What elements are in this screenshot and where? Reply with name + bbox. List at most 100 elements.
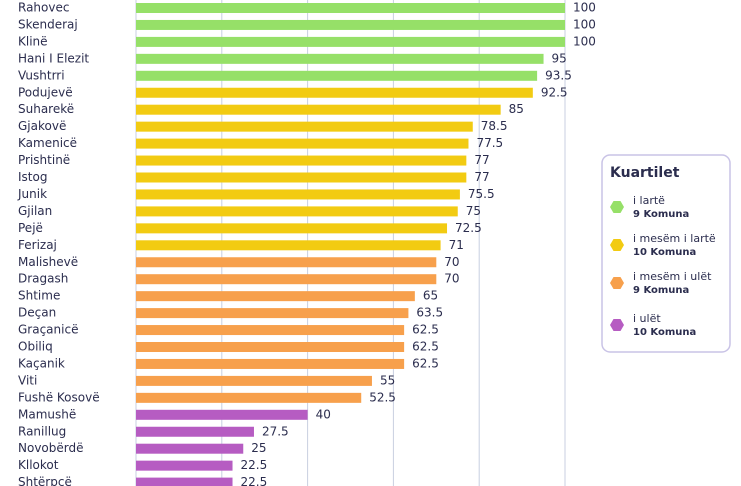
y-tick-label: Kamenicë (18, 136, 77, 150)
value-label: 62.5 (412, 356, 439, 370)
y-tick-label: Deçan (18, 306, 56, 320)
legend-sublabel: 9 Komuna (633, 285, 689, 296)
y-tick-label: Obiliq (18, 340, 53, 354)
value-label: 71 (449, 238, 464, 252)
value-label: 55 (380, 373, 395, 387)
value-label: 70 (444, 255, 459, 269)
y-tick-label: Rahovec (18, 1, 69, 15)
y-tick-label: Dragash (18, 272, 68, 286)
y-tick-label: Junik (17, 187, 47, 201)
y-tick-label: Vushtrri (18, 68, 65, 82)
bar (136, 477, 233, 486)
bar (136, 409, 308, 420)
y-tick-label: Mamushë (18, 407, 76, 421)
legend-label: i ulët (633, 312, 661, 325)
bar (136, 189, 460, 200)
bar (136, 460, 233, 471)
value-label: 85 (509, 102, 524, 116)
bar (136, 121, 473, 132)
bar (136, 291, 415, 302)
value-label: 52.5 (369, 390, 396, 404)
value-label: 95 (552, 51, 567, 65)
bar (136, 308, 409, 319)
y-tick-label: Prishtinë (18, 153, 70, 167)
value-label: 22.5 (241, 475, 268, 486)
value-label: 93.5 (545, 68, 572, 82)
legend-swatch (610, 276, 624, 290)
y-tick-label: Ranillug (18, 424, 66, 438)
value-label: 65 (423, 289, 438, 303)
legend-swatch (610, 318, 624, 332)
y-tick-label: Kaçanik (18, 356, 65, 370)
bar (136, 172, 467, 183)
value-label: 70 (444, 272, 459, 286)
legend-box (601, 154, 731, 353)
legend-label: i mesëm i ulët (633, 270, 712, 283)
bar (136, 257, 437, 268)
value-label: 72.5 (455, 221, 482, 235)
value-label: 63.5 (416, 306, 443, 320)
bar (136, 240, 441, 251)
value-label: 62.5 (412, 340, 439, 354)
value-label: 77 (474, 170, 489, 184)
y-tick-label: Viti (18, 373, 37, 387)
y-tick-label: Pejë (18, 221, 43, 235)
bar (136, 87, 533, 98)
bar (136, 206, 458, 217)
bar (136, 3, 565, 13)
bar (136, 19, 565, 30)
value-label: 77 (474, 153, 489, 167)
value-label: 75.5 (468, 187, 495, 201)
bar (136, 223, 448, 234)
bar (136, 274, 437, 285)
legend-swatch (610, 200, 624, 214)
y-tick-label: Suharekë (18, 102, 74, 116)
value-label: 27.5 (262, 424, 289, 438)
value-label: 62.5 (412, 323, 439, 337)
y-tick-label: Podujevë (18, 85, 73, 99)
bar (136, 375, 372, 386)
value-label: 77.5 (476, 136, 503, 150)
value-label: 92.5 (541, 85, 568, 99)
bar (136, 155, 467, 166)
y-tick-label: Hani I Elezit (18, 51, 89, 65)
y-tick-label: Ferizaj (18, 238, 57, 252)
bar (136, 53, 544, 64)
bar (136, 36, 565, 47)
value-label: 22.5 (241, 458, 268, 472)
bar (136, 443, 244, 454)
bar (136, 70, 538, 81)
bar (136, 392, 362, 403)
value-label: 100 (573, 34, 596, 48)
y-tick-label: Fushë Kosovë (18, 390, 100, 404)
legend-sublabel: 9 Komuna (633, 209, 689, 220)
legend-label: i mesëm i lartë (633, 232, 716, 245)
bar (136, 104, 501, 115)
y-tick-label: Gjakovë (18, 119, 66, 133)
y-tick-label: Graçanicë (18, 323, 78, 337)
y-tick-label: Klinë (18, 34, 48, 48)
value-label: 75 (466, 204, 481, 218)
y-tick-label: Shtërpcë (18, 475, 72, 486)
legend-title: Kuartilet (610, 165, 680, 181)
legend-sublabel: 10 Komuna (633, 247, 696, 258)
bar (136, 325, 405, 336)
bar (136, 358, 405, 369)
legend-sublabel: 10 Komuna (633, 327, 696, 338)
bar (136, 342, 405, 352)
bar (136, 138, 469, 149)
value-label: 100 (573, 1, 596, 15)
value-label: 78.5 (481, 119, 508, 133)
y-tick-label: Istog (18, 170, 47, 184)
y-tick-label: Novobërdë (18, 441, 83, 455)
bar (136, 426, 254, 437)
legend-label: i lartë (633, 194, 665, 207)
y-tick-label: Gjilan (18, 204, 52, 218)
y-tick-label: Shtime (18, 289, 60, 303)
legend-swatch (610, 238, 624, 252)
y-tick-label: Kllokot (18, 458, 59, 472)
y-tick-label: Malishevë (18, 255, 78, 269)
value-label: 40 (316, 407, 331, 421)
value-label: 100 (573, 17, 596, 31)
